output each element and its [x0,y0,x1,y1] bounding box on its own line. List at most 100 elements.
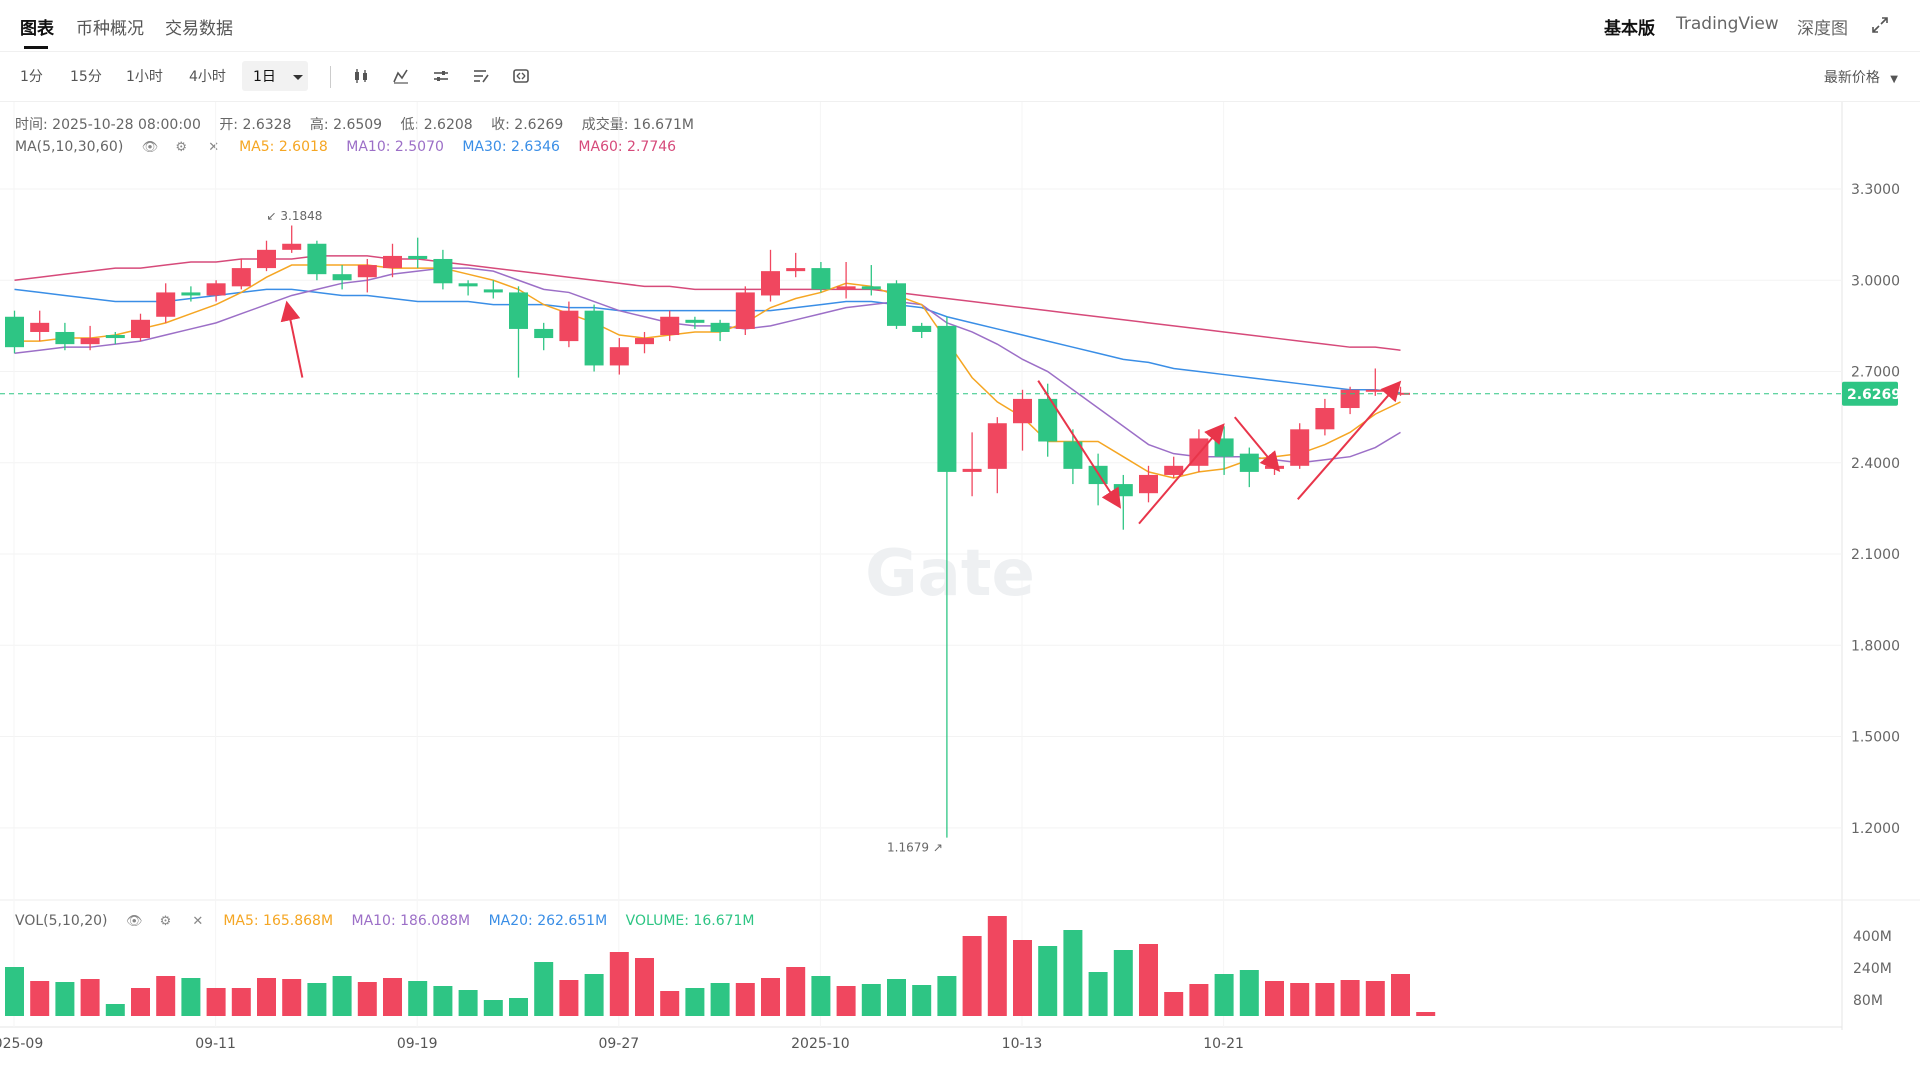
close-icon[interactable]: ✕ [208,140,220,155]
ma-indicator-title: MA(5,10,30,60) [15,139,124,155]
timeframe-15m[interactable]: 15分 [70,69,102,85]
fullscreen-icon[interactable] [1870,15,1890,35]
volume-bar [1340,980,1360,1016]
annotation-arrow [1138,423,1225,525]
tab-depth-chart[interactable]: 深度图 [1797,19,1848,39]
candle-body [635,338,654,345]
settings-sliders-icon[interactable] [431,66,451,86]
volume-bar [987,916,1007,1016]
ma5-line [14,264,1401,479]
volume-bar [1265,981,1284,1016]
candle-body [408,255,428,259]
drawing-tools-icon[interactable] [471,66,491,86]
eye-icon[interactable]: 👁 [125,914,143,929]
candle-body [1365,389,1385,392]
chevron-down-icon[interactable] [288,67,308,87]
candlestick-type-icon[interactable] [351,66,371,86]
volume-bar [786,967,806,1016]
eye-icon[interactable]: 👁 [141,140,159,155]
volume-bar [105,1004,125,1016]
candle-body [282,243,302,250]
annotation-arrow [1297,380,1402,500]
volume-bar [609,952,629,1016]
candle-body [357,265,377,278]
candle-body [1063,441,1083,469]
info-high: 高: 2.6509 [309,117,383,133]
candle-body [937,325,957,472]
volume-bar [1315,983,1335,1016]
volume-bar [1113,950,1133,1016]
x-tick-label: 2025-10 [791,1036,850,1052]
candle-body [660,316,680,336]
candle-body [231,268,251,287]
candle-body [257,249,276,269]
y-tick-label: 3.0000 [1851,273,1900,289]
volume-bar [55,982,75,1016]
volume-bar [559,980,579,1016]
candle-body [836,286,856,290]
timeframe-1h[interactable]: 1小时 [126,69,163,85]
watermark-logo: Gate [865,537,1035,611]
volume-bar [1063,930,1083,1016]
timeframe-4h[interactable]: 4小时 [189,69,226,85]
tab-tradingview[interactable]: TradingView [1676,14,1779,34]
gear-icon[interactable]: ⚙ [175,140,188,155]
candle-body [987,423,1007,469]
candle-body [811,268,831,290]
price-type-dropdown[interactable]: 最新价格 ▼ [1824,67,1898,87]
gear-icon[interactable]: ⚙ [159,914,172,929]
ohlc-info: 时间: 2025-10-28 08:00:00 开: 2.6328 高: 2.6… [15,114,708,134]
volume-bar [534,962,554,1016]
volume-bar [962,936,982,1016]
volume-bar [836,986,856,1016]
volume-bar [509,998,528,1016]
candle-body [761,271,780,296]
volume-bar [5,967,24,1016]
y-tick-label: 2.4000 [1851,456,1900,472]
current-price-tag [1842,381,1898,406]
volume-bar [257,978,276,1016]
ma30-line [14,288,1401,394]
volume-bar [710,983,730,1016]
indicator-icon[interactable] [391,66,411,86]
candle-body [685,319,705,323]
current-price-label: 2.6269 [1847,387,1901,403]
vol-ma20-value: MA20: 262.651M [488,913,608,929]
close-icon[interactable]: ✕ [192,914,204,929]
info-close: 收: 2.6269 [491,117,564,133]
volume-bar [231,988,251,1016]
volume-bar [80,979,100,1016]
min-price-label: 1.1679 ↗ [887,841,943,855]
tab-coin-overview[interactable]: 币种概况 [76,19,144,39]
candle-body [861,286,881,290]
tab-basic-version[interactable]: 基本版 [1604,19,1655,39]
volume-bar [1013,940,1032,1016]
candle-body [131,319,150,339]
candle-body [559,310,579,342]
max-price-label: ↙ 3.1848 [267,209,323,223]
candle-body [80,338,100,345]
volume-bar [1239,970,1259,1016]
tab-trade-data[interactable]: 交易数据 [165,19,233,39]
volume-bar [307,983,327,1016]
y-tick-label: 1.5000 [1851,730,1900,746]
info-time: 时间: 2025-10-28 08:00:00 [15,117,201,133]
volume-bar [887,979,906,1016]
x-tick-label: 10-13 [1002,1036,1043,1052]
candle-body [1340,389,1360,409]
timeframe-1m[interactable]: 1分 [20,69,43,85]
vol-info: VOL(5,10,20) 👁 ⚙ ✕ MA5: 165.868M MA10: 1… [15,913,769,929]
tab-chart[interactable]: 图表 [20,19,54,39]
volume-bar [1038,946,1058,1016]
ma30-value: MA30: 2.6346 [462,139,560,155]
volume-bar [861,984,881,1016]
candle-body [710,322,730,332]
compare-icon[interactable] [511,66,531,86]
vol-indicator-title: VOL(5,10,20) [15,913,108,929]
volume-bar [1088,972,1108,1016]
ma10-value: MA10: 2.5070 [346,139,444,155]
candle-body [383,255,402,269]
timeframe-1d[interactable]: 1日 [253,69,276,85]
candle-body [1113,484,1133,497]
